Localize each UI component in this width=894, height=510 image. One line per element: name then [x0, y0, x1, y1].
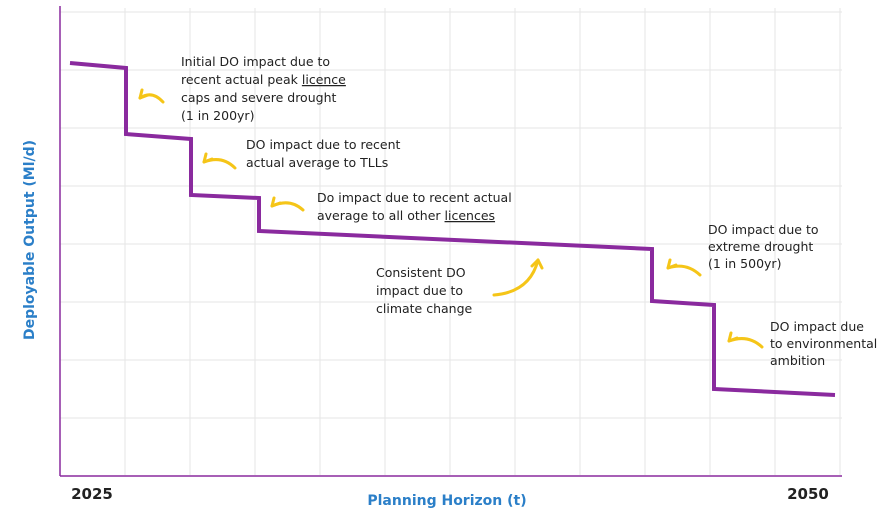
annotation: DO impact due to recent actual average t…	[246, 137, 404, 170]
grid	[60, 8, 842, 475]
y-axis-title: Deployable Output (Ml/d)	[22, 140, 38, 340]
annotation: DO impact due to extreme drought (1 in 5…	[708, 222, 822, 271]
arrows	[138, 88, 764, 349]
x-axis-title: Planning Horizon (t)	[367, 493, 526, 509]
annotation: Consistent DO impact due to climate chan…	[376, 265, 473, 316]
x-label: 2025	[71, 485, 113, 503]
annotation: Initial DO impact due to recent actual p…	[181, 54, 350, 123]
annotation: Do impact due to recent actual average t…	[317, 190, 516, 223]
annotation: DO impact due to environmental ambition	[770, 319, 881, 368]
x-label: 2050	[787, 485, 829, 503]
step-line	[69, 61, 836, 397]
